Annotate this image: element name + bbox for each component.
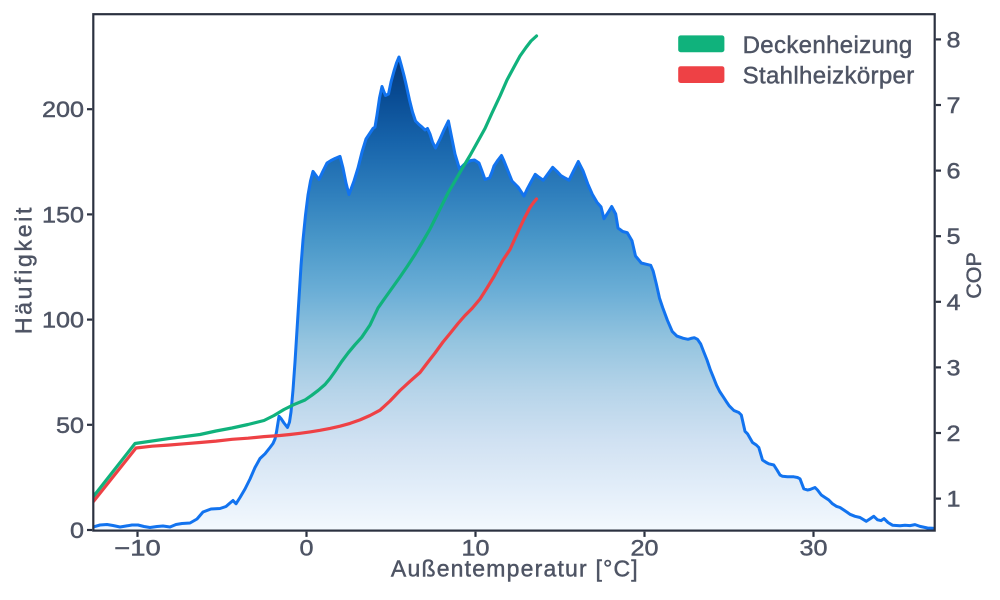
svg-text:30: 30 [800, 536, 828, 561]
svg-text:Stahlheizkörper: Stahlheizkörper [743, 63, 915, 90]
svg-text:7: 7 [947, 93, 961, 118]
svg-text:100: 100 [42, 308, 84, 333]
svg-text:Deckenheizung: Deckenheizung [743, 32, 913, 59]
svg-text:2: 2 [947, 421, 961, 446]
svg-text:150: 150 [42, 202, 84, 227]
svg-text:Häufigkeit: Häufigkeit [11, 205, 37, 334]
svg-text:5: 5 [947, 224, 961, 249]
svg-text:4: 4 [947, 290, 961, 315]
svg-text:6: 6 [947, 159, 961, 184]
svg-text:3: 3 [947, 355, 961, 380]
svg-text:COP: COP [962, 252, 986, 299]
svg-text:Außentemperatur [°C]: Außentemperatur [°C] [391, 556, 639, 582]
svg-text:200: 200 [42, 97, 84, 122]
svg-text:8: 8 [947, 27, 961, 52]
svg-text:−10: −10 [114, 536, 160, 561]
svg-text:10: 10 [462, 536, 490, 561]
svg-text:0: 0 [70, 518, 84, 543]
svg-text:0: 0 [300, 536, 314, 561]
svg-text:1: 1 [947, 487, 961, 512]
svg-text:20: 20 [631, 536, 659, 561]
svg-text:50: 50 [56, 413, 84, 438]
